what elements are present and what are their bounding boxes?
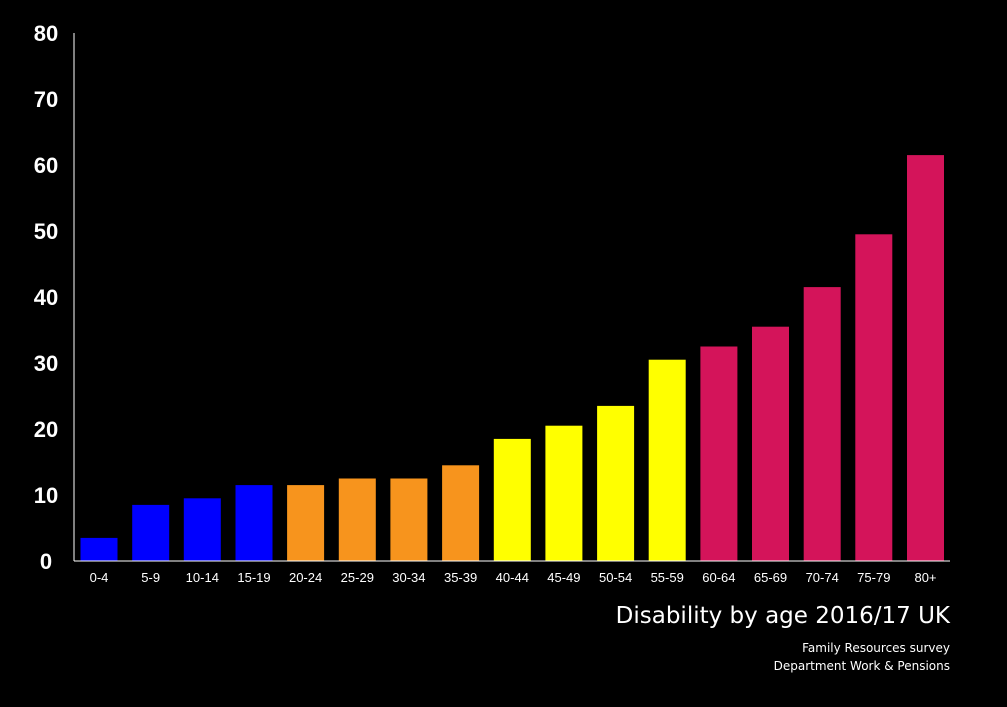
x-tick-label: 35-39 xyxy=(444,570,477,585)
x-tick-label: 70-74 xyxy=(806,570,839,585)
y-axis-ticks: 0 10 20 30 40 50 60 70 80 xyxy=(34,21,58,574)
x-tick-label: 40-44 xyxy=(496,570,529,585)
y-tick-label: 20 xyxy=(34,417,58,442)
bar xyxy=(442,465,480,561)
x-tick-label: 10-14 xyxy=(186,570,219,585)
bar xyxy=(390,478,428,561)
x-tick-label: 65-69 xyxy=(754,570,787,585)
bar xyxy=(132,504,170,561)
y-tick-label: 60 xyxy=(34,153,58,178)
y-tick-label: 50 xyxy=(34,219,58,244)
y-tick-label: 10 xyxy=(34,483,58,508)
x-tick-label: 0-4 xyxy=(90,570,109,585)
chart-title: Disability by age 2016/17 UK xyxy=(615,603,950,629)
y-tick-label: 70 xyxy=(34,87,58,112)
x-tick-label: 20-24 xyxy=(289,570,322,585)
y-tick-label: 0 xyxy=(40,549,52,574)
x-tick-label: 60-64 xyxy=(702,570,735,585)
bar xyxy=(545,425,583,561)
bar xyxy=(338,478,376,561)
x-tick-label: 15-19 xyxy=(237,570,270,585)
bar xyxy=(907,155,944,561)
x-tick-label: 45-49 xyxy=(547,570,580,585)
x-tick-label: 80+ xyxy=(914,570,936,585)
y-tick-label: 30 xyxy=(34,351,58,376)
y-tick-label: 80 xyxy=(34,21,58,46)
x-tick-label: 5-9 xyxy=(141,570,160,585)
x-tick-label: 30-34 xyxy=(392,570,425,585)
bars xyxy=(80,155,944,562)
bar xyxy=(648,359,686,561)
x-tick-label: 75-79 xyxy=(857,570,890,585)
source-line-2: Department Work & Pensions xyxy=(773,659,950,673)
bar xyxy=(493,438,531,561)
bar xyxy=(700,346,738,561)
bar xyxy=(183,498,221,561)
bar xyxy=(80,537,118,561)
x-tick-label: 55-59 xyxy=(651,570,684,585)
bar xyxy=(597,405,635,561)
bar xyxy=(752,326,789,561)
bar xyxy=(855,234,893,562)
x-tick-label: 50-54 xyxy=(599,570,632,585)
source-line-1: Family Resources survey xyxy=(802,641,950,655)
bar xyxy=(235,485,273,561)
y-tick-label: 40 xyxy=(34,285,58,310)
x-axis-labels: 0-4 5-9 10-14 15-19 20-24 25-29 30-34 35-39 40-4… xyxy=(90,570,937,585)
bar xyxy=(287,485,325,561)
bar xyxy=(803,287,841,561)
x-tick-label: 25-29 xyxy=(341,570,374,585)
